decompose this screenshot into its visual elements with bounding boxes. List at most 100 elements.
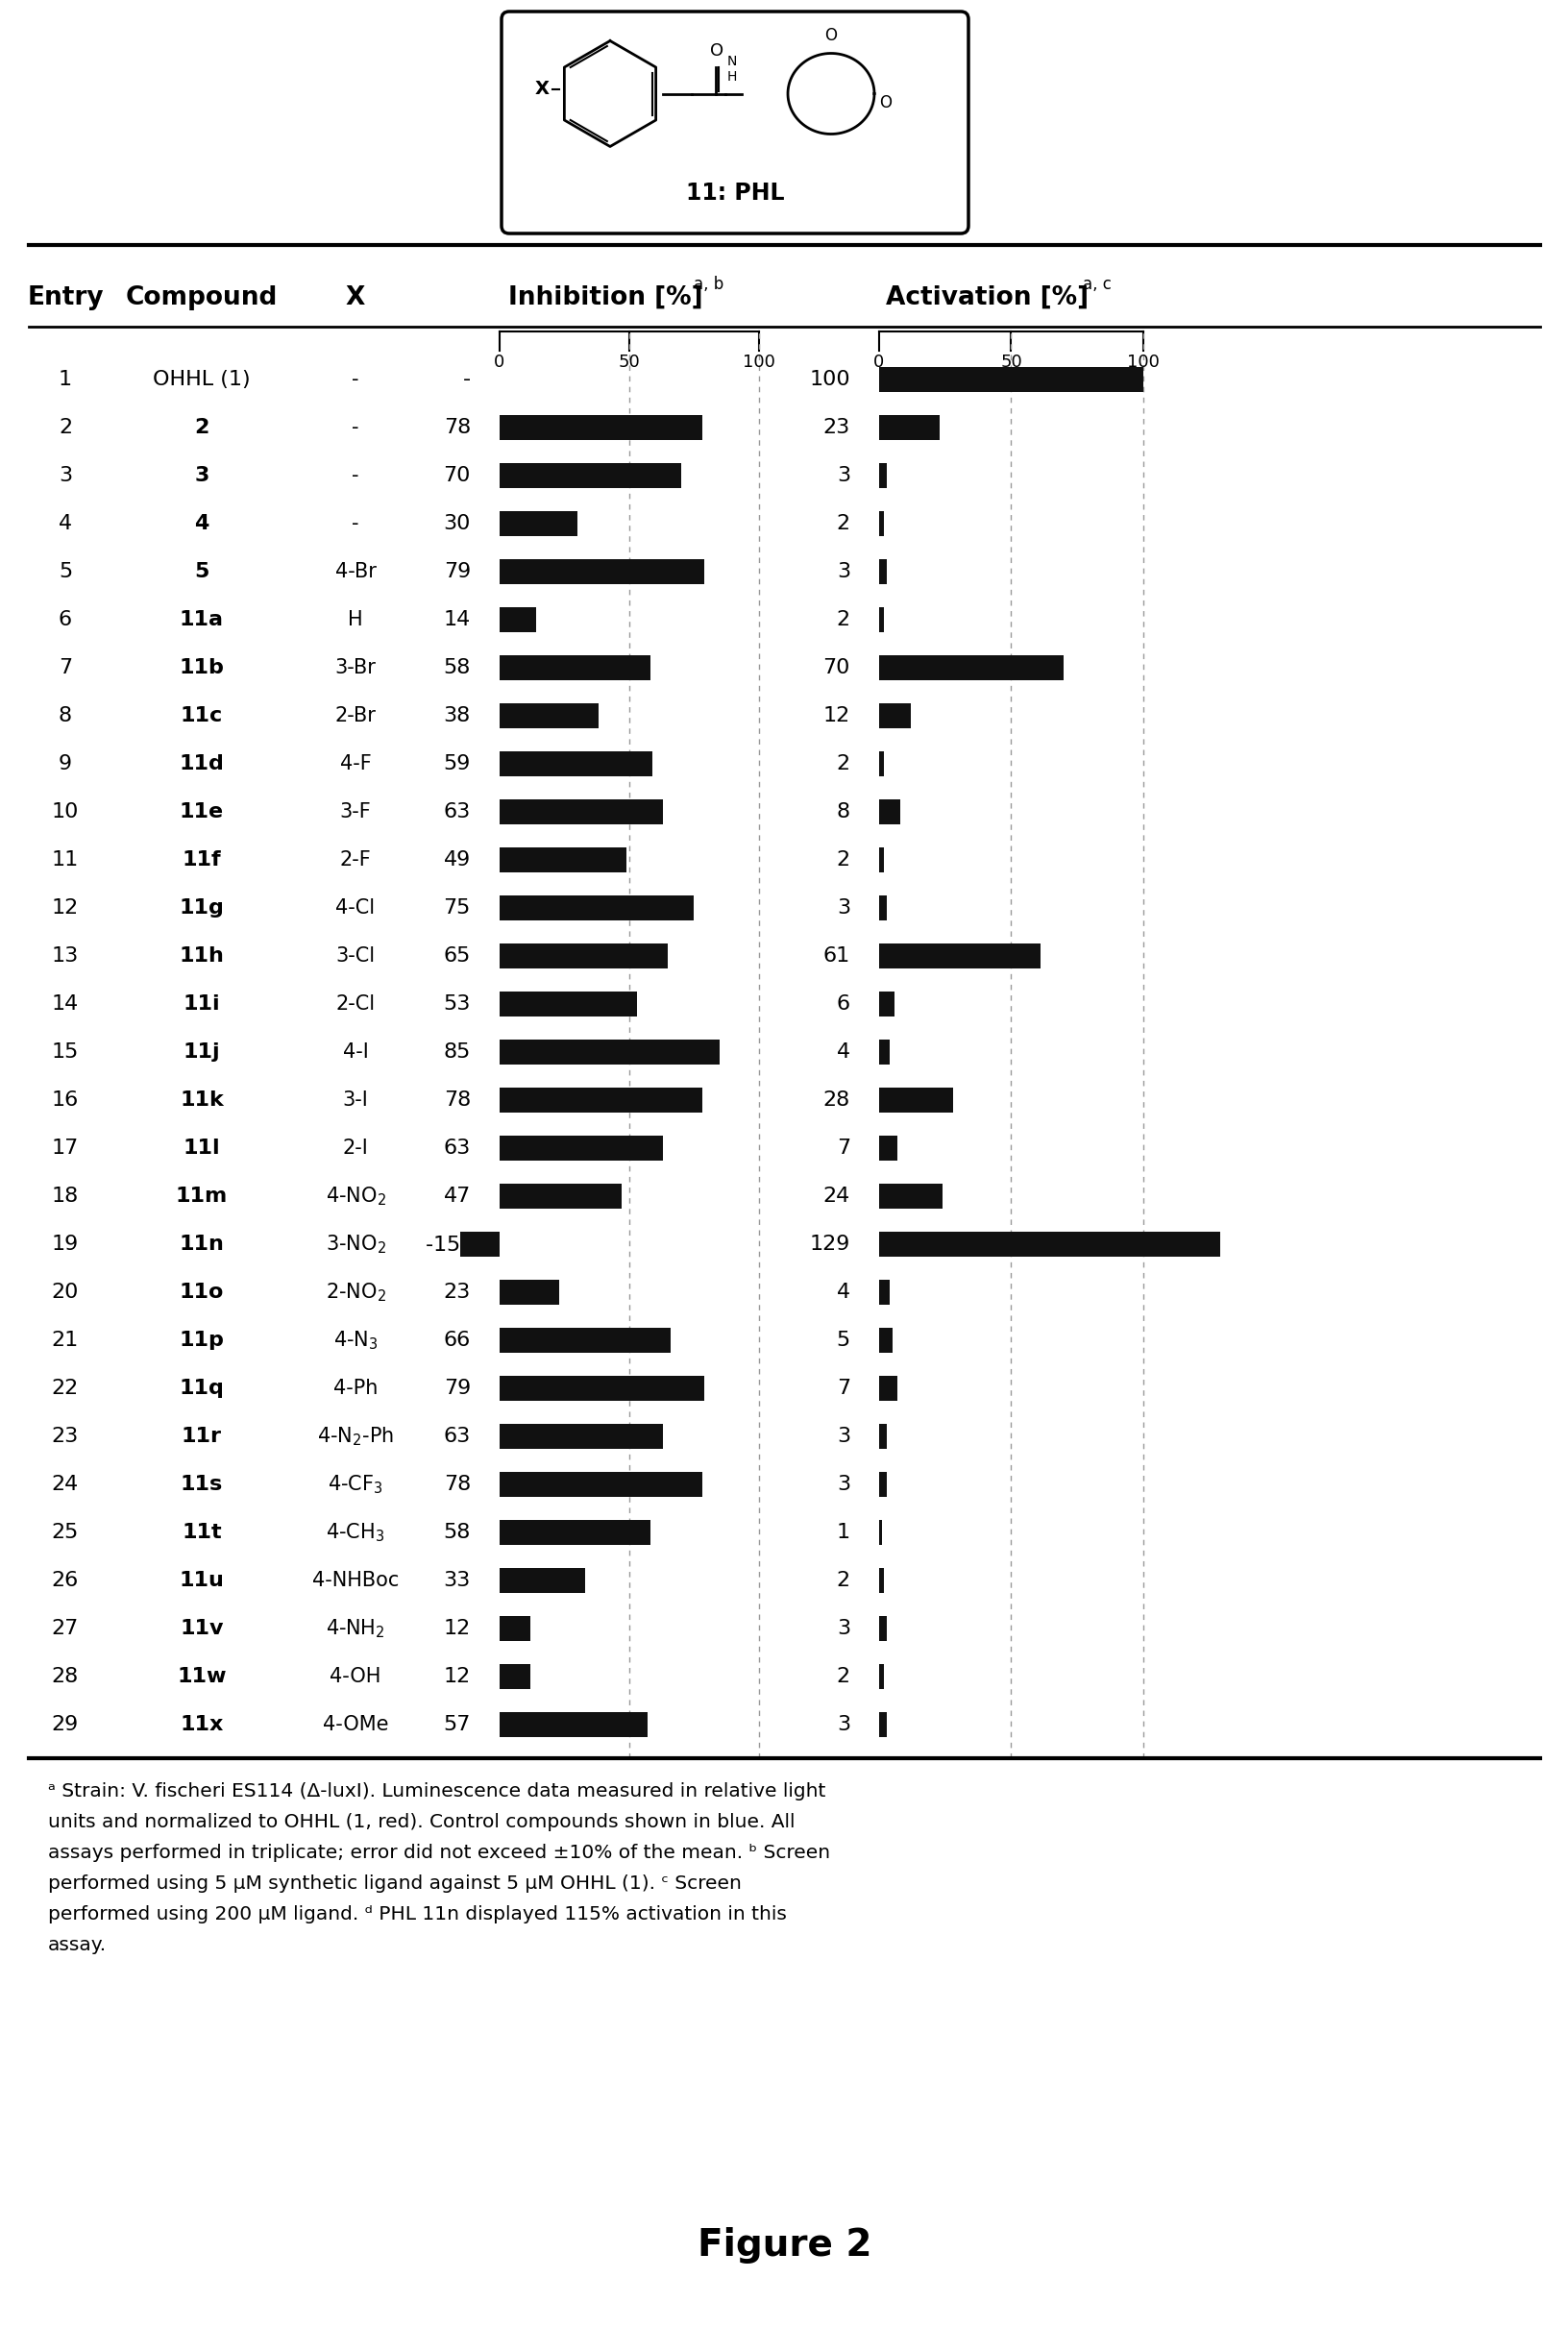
Text: assay.: assay. bbox=[49, 1936, 107, 1955]
Text: 3-NO$_2$: 3-NO$_2$ bbox=[325, 1233, 386, 1257]
Text: 11q: 11q bbox=[179, 1378, 224, 1399]
Bar bbox=[499, 847, 626, 873]
Text: 38: 38 bbox=[444, 705, 470, 726]
Text: 11x: 11x bbox=[180, 1715, 223, 1734]
Text: 2-I: 2-I bbox=[342, 1138, 368, 1159]
Bar bbox=[499, 800, 663, 824]
Text: 9: 9 bbox=[58, 754, 72, 773]
Text: Figure 2: Figure 2 bbox=[696, 2227, 872, 2264]
Bar bbox=[499, 1375, 704, 1401]
Text: 75: 75 bbox=[444, 898, 470, 917]
Text: 6: 6 bbox=[58, 610, 72, 628]
Text: 5: 5 bbox=[836, 1331, 850, 1350]
Text: 4-N$_2$-Ph: 4-N$_2$-Ph bbox=[317, 1424, 394, 1447]
Text: 53: 53 bbox=[444, 994, 470, 1015]
Bar bbox=[878, 656, 1063, 679]
Text: 2-F: 2-F bbox=[340, 849, 372, 870]
Text: 3-Br: 3-Br bbox=[334, 659, 376, 677]
Bar bbox=[499, 1520, 649, 1545]
Bar bbox=[499, 991, 637, 1017]
Text: H: H bbox=[348, 610, 362, 628]
Text: 4-Ph: 4-Ph bbox=[332, 1378, 378, 1399]
Text: 4: 4 bbox=[836, 1042, 850, 1061]
Bar bbox=[878, 1424, 886, 1450]
Text: Activation [%]: Activation [%] bbox=[886, 286, 1088, 309]
Text: 11c: 11c bbox=[180, 705, 223, 726]
Text: 85: 85 bbox=[444, 1042, 470, 1061]
Text: 24: 24 bbox=[823, 1187, 850, 1205]
Text: 7: 7 bbox=[836, 1378, 850, 1399]
Text: 11f: 11f bbox=[182, 849, 221, 870]
Text: O: O bbox=[878, 95, 891, 112]
Bar bbox=[878, 414, 939, 440]
Text: 129: 129 bbox=[809, 1236, 850, 1254]
Text: 3-I: 3-I bbox=[342, 1091, 368, 1110]
Bar bbox=[878, 896, 886, 921]
Bar bbox=[878, 368, 1143, 391]
Text: 2: 2 bbox=[836, 514, 850, 533]
Text: 3: 3 bbox=[836, 1620, 850, 1638]
Text: X: X bbox=[535, 79, 549, 98]
Text: 11u: 11u bbox=[179, 1571, 224, 1589]
Text: 20: 20 bbox=[52, 1282, 78, 1301]
Text: 30: 30 bbox=[444, 514, 470, 533]
Text: 11: PHL: 11: PHL bbox=[685, 182, 784, 205]
Text: units and normalized to OHHL (1, red). Control compounds shown in blue. All: units and normalized to OHHL (1, red). C… bbox=[49, 1813, 795, 1831]
Text: 3: 3 bbox=[836, 1715, 850, 1734]
Text: 11t: 11t bbox=[182, 1522, 221, 1543]
Text: X: X bbox=[345, 286, 365, 309]
Text: 3: 3 bbox=[836, 1426, 850, 1445]
Text: 23: 23 bbox=[444, 1282, 470, 1301]
Bar bbox=[878, 463, 886, 489]
Bar bbox=[878, 1280, 889, 1305]
Text: performed using 5 μM synthetic ligand against 5 μM OHHL (1). ᶜ Screen: performed using 5 μM synthetic ligand ag… bbox=[49, 1876, 742, 1892]
Text: 66: 66 bbox=[444, 1331, 470, 1350]
Bar bbox=[499, 414, 701, 440]
Text: 11r: 11r bbox=[182, 1426, 221, 1445]
Text: 2: 2 bbox=[836, 754, 850, 773]
Bar bbox=[499, 463, 681, 489]
Text: -: - bbox=[351, 465, 359, 486]
Text: 11w: 11w bbox=[177, 1666, 226, 1687]
Text: 10: 10 bbox=[52, 803, 78, 821]
Text: 100: 100 bbox=[809, 370, 850, 389]
Text: 50: 50 bbox=[618, 354, 640, 370]
Text: 4-NHBoc: 4-NHBoc bbox=[312, 1571, 398, 1589]
Text: 11k: 11k bbox=[180, 1091, 224, 1110]
Bar bbox=[878, 1231, 1220, 1257]
Text: OHHL (1): OHHL (1) bbox=[152, 370, 251, 389]
Bar bbox=[878, 1713, 886, 1736]
Text: 3: 3 bbox=[836, 898, 850, 917]
Text: 65: 65 bbox=[444, 947, 470, 966]
Text: 61: 61 bbox=[823, 947, 850, 966]
Bar bbox=[878, 1615, 886, 1641]
Bar bbox=[499, 896, 693, 921]
Text: 50: 50 bbox=[1000, 354, 1021, 370]
Bar bbox=[499, 752, 652, 777]
Bar bbox=[878, 1664, 884, 1689]
Text: 70: 70 bbox=[444, 465, 470, 486]
Bar bbox=[878, 942, 1040, 968]
Text: 11n: 11n bbox=[179, 1236, 224, 1254]
Text: 28: 28 bbox=[823, 1091, 850, 1110]
Text: -: - bbox=[351, 370, 359, 389]
Text: 58: 58 bbox=[444, 659, 470, 677]
Text: Inhibition [%]: Inhibition [%] bbox=[508, 286, 702, 309]
Text: 29: 29 bbox=[52, 1715, 78, 1734]
Bar bbox=[499, 1136, 663, 1161]
Bar bbox=[461, 1231, 499, 1257]
Text: 6: 6 bbox=[836, 994, 850, 1015]
Text: 11: 11 bbox=[52, 849, 78, 870]
Text: 8: 8 bbox=[836, 803, 850, 821]
Text: 24: 24 bbox=[52, 1475, 78, 1494]
Text: 11a: 11a bbox=[180, 610, 224, 628]
Text: 15: 15 bbox=[52, 1042, 78, 1061]
Bar bbox=[499, 1329, 671, 1352]
Bar bbox=[499, 1473, 701, 1496]
Text: 4-Br: 4-Br bbox=[334, 563, 376, 582]
Text: 79: 79 bbox=[444, 1378, 470, 1399]
Text: 4-I: 4-I bbox=[342, 1042, 368, 1061]
Text: 49: 49 bbox=[444, 849, 470, 870]
Text: 0: 0 bbox=[873, 354, 884, 370]
Bar bbox=[878, 1184, 942, 1208]
